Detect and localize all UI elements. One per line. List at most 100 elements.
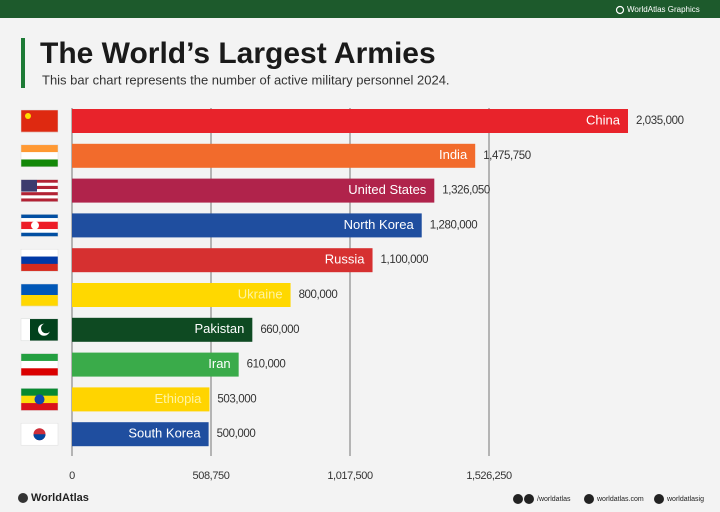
instagram-icon <box>654 494 664 504</box>
title-accent <box>21 38 25 88</box>
bar <box>72 143 476 168</box>
bar <box>72 387 210 412</box>
flag-emblem <box>31 221 39 230</box>
flag-stripe <box>21 179 58 183</box>
flag-stripe <box>21 388 58 396</box>
flag-stripe <box>21 229 58 233</box>
value-label: 1,475,750 <box>483 150 531 162</box>
value-label: 503,000 <box>217 393 256 405</box>
flag-stripe <box>21 185 58 190</box>
flag-moon-cut <box>41 323 51 334</box>
flag-border <box>20 109 59 133</box>
bar <box>72 248 373 273</box>
flag-stripe <box>21 403 58 411</box>
flag-border <box>20 248 59 272</box>
flag-stripe <box>21 192 58 196</box>
x-tick-label: 508,750 <box>193 470 230 482</box>
flag-stripe <box>21 152 58 160</box>
flag-stripe <box>21 360 58 369</box>
flag-border <box>20 283 59 307</box>
top-band <box>0 0 720 18</box>
flag <box>20 109 59 133</box>
flag-canton <box>21 179 37 192</box>
chart-title: The World’s Largest Armies <box>40 37 436 70</box>
bar <box>72 352 239 377</box>
flag-border <box>20 353 59 376</box>
flag <box>20 144 59 168</box>
category-label: United States <box>348 182 427 197</box>
category-label: Ukraine <box>238 286 283 301</box>
flag-band <box>21 318 30 341</box>
flag-border <box>20 318 59 342</box>
category-label: Pakistan <box>194 321 244 336</box>
category-label: India <box>439 147 468 162</box>
flag-stripe <box>21 295 58 307</box>
flag-stripe <box>21 195 58 199</box>
flag <box>20 214 59 237</box>
x-tick-label: 1,017,500 <box>327 470 373 482</box>
flag <box>20 179 59 202</box>
flag-stripe <box>21 368 58 376</box>
category-label: North Korea <box>344 217 415 232</box>
website: worldatlas.com <box>596 496 644 503</box>
value-label: 1,280,000 <box>430 219 478 231</box>
flag-emblem <box>34 394 45 405</box>
flag-border <box>20 179 59 202</box>
flag-stripe <box>21 284 58 296</box>
flag-stripe <box>21 198 58 202</box>
flag-stripe <box>21 263 58 272</box>
value-label: 610,000 <box>247 359 286 371</box>
flag-stripe <box>21 214 58 219</box>
flag-stripe <box>21 218 58 222</box>
category-label: South Korea <box>128 426 201 441</box>
x-tick-label: 1,526,250 <box>466 470 512 482</box>
flag-stripe <box>21 225 58 230</box>
flag-stripe <box>21 159 58 167</box>
instagram: worldatlasig <box>666 496 704 503</box>
bar <box>72 109 628 133</box>
social-icon <box>513 494 523 504</box>
category-label: Iran <box>208 356 230 371</box>
bar <box>72 317 253 342</box>
value-label: 1,100,000 <box>381 254 429 266</box>
flag-border <box>20 214 59 237</box>
flag-stripe <box>21 144 58 153</box>
flag-stripe <box>21 232 58 237</box>
flag-stripe <box>21 256 58 265</box>
flag-taeguk-half <box>33 434 46 441</box>
bar <box>72 283 291 307</box>
bar <box>72 213 422 238</box>
flag-stripe <box>21 221 58 226</box>
value-label: 800,000 <box>299 289 338 301</box>
flag <box>20 283 59 307</box>
value-label: 500,000 <box>217 428 256 440</box>
brand-icon <box>18 493 28 503</box>
flag-border <box>20 144 59 168</box>
value-label: 2,035,000 <box>636 115 684 127</box>
chart-subtitle: This bar chart represents the number of … <box>42 72 450 87</box>
flag <box>20 318 59 342</box>
bar <box>72 422 209 447</box>
flag-stripe <box>21 249 58 257</box>
bar <box>72 178 435 203</box>
badge: WorldAtlas Graphics <box>627 5 700 14</box>
x-tick-label: 0 <box>69 470 75 482</box>
flag-border <box>20 388 59 411</box>
flag-stripe <box>21 189 58 193</box>
flag <box>20 248 59 272</box>
flag-star <box>25 113 31 119</box>
social-icon <box>524 494 534 504</box>
category-label: Ethiopia <box>154 391 202 406</box>
flag-stripe <box>21 353 58 362</box>
flag-stripe <box>21 110 58 133</box>
brand: WorldAtlas <box>31 492 89 504</box>
facebook: /worldatlas <box>537 496 571 503</box>
flag-stripe <box>21 182 58 187</box>
web-icon <box>584 494 594 504</box>
category-label: Russia <box>325 252 366 267</box>
flag <box>20 388 59 411</box>
value-label: 660,000 <box>260 324 299 336</box>
value-label: 1,326,050 <box>442 185 490 197</box>
category-label: China <box>586 112 621 127</box>
